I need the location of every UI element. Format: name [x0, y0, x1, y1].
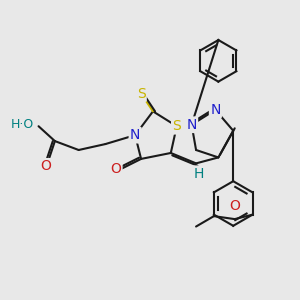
Text: N: N	[186, 118, 197, 132]
Text: N: N	[130, 128, 140, 142]
Text: O: O	[229, 199, 240, 213]
Text: O: O	[40, 159, 51, 173]
Text: H·O: H·O	[11, 118, 34, 131]
Text: S: S	[137, 86, 146, 100]
Text: H: H	[194, 167, 204, 181]
Text: O: O	[110, 162, 121, 176]
Text: N: N	[210, 103, 220, 117]
Text: S: S	[172, 119, 181, 133]
